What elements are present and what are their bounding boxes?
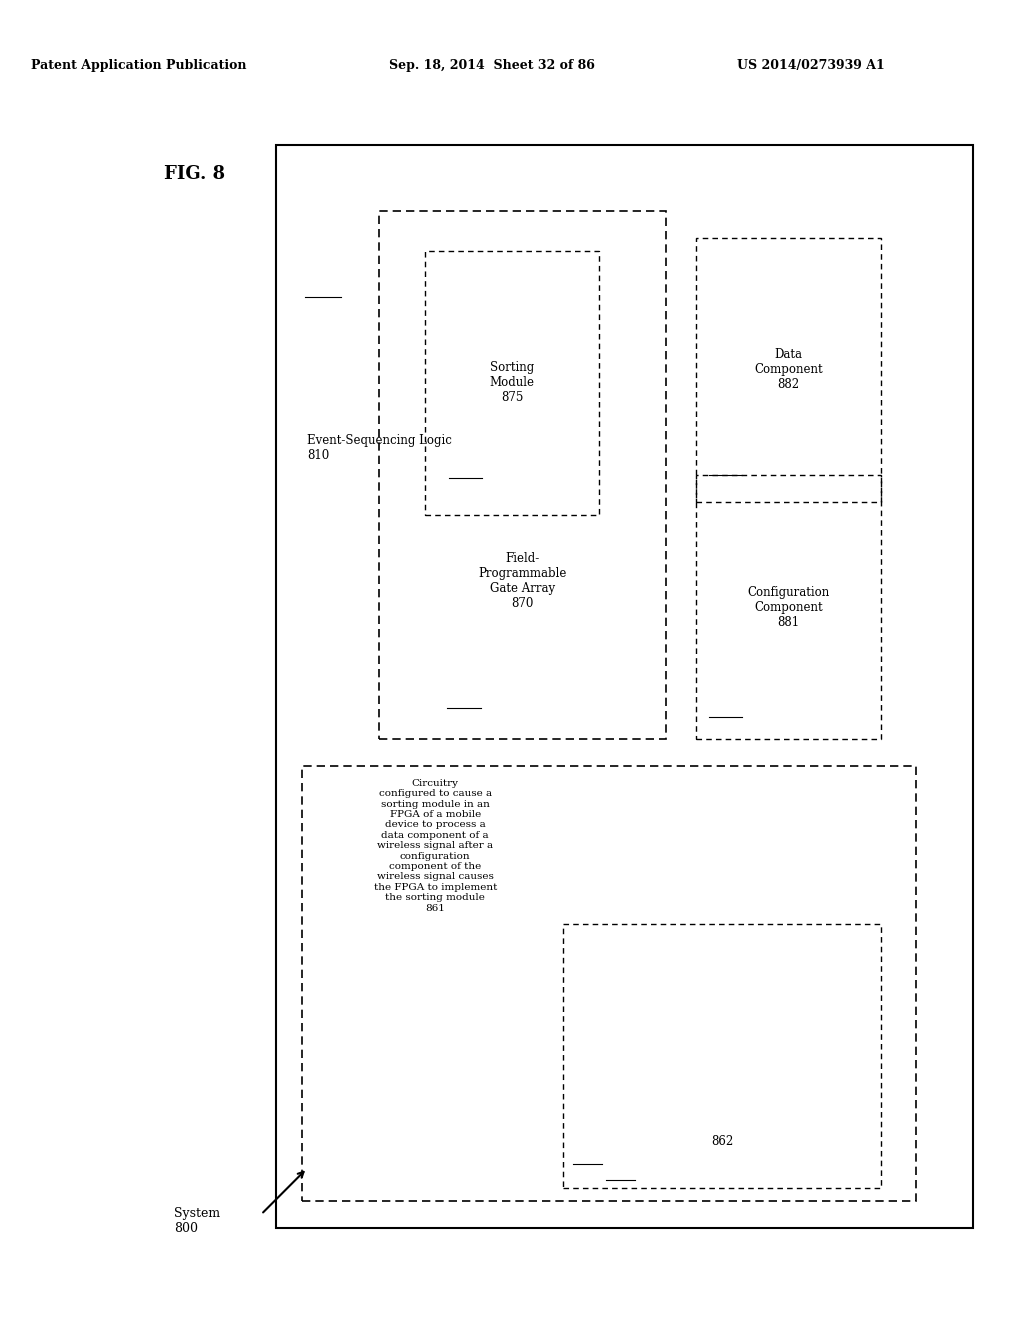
Text: Event-Sequencing Logic
810: Event-Sequencing Logic 810 [307,434,452,462]
Text: Sorting
Module
875: Sorting Module 875 [489,362,535,404]
Text: System
800: System 800 [174,1206,220,1236]
Text: Sep. 18, 2014  Sheet 32 of 86: Sep. 18, 2014 Sheet 32 of 86 [389,59,595,73]
Text: US 2014/0273939 A1: US 2014/0273939 A1 [737,59,885,73]
Text: Patent Application Publication: Patent Application Publication [31,59,246,73]
Text: Data
Component
882: Data Component 882 [754,348,823,391]
Text: Field-
Programmable
Gate Array
870: Field- Programmable Gate Array 870 [478,552,566,610]
Text: Configuration
Component
881: Configuration Component 881 [748,586,829,628]
Text: FIG. 8: FIG. 8 [164,165,225,183]
Text: Circuitry
configured to cause a
sorting module in an
FPGA of a mobile
device to : Circuitry configured to cause a sorting … [374,779,497,912]
Text: 862: 862 [711,1135,733,1148]
